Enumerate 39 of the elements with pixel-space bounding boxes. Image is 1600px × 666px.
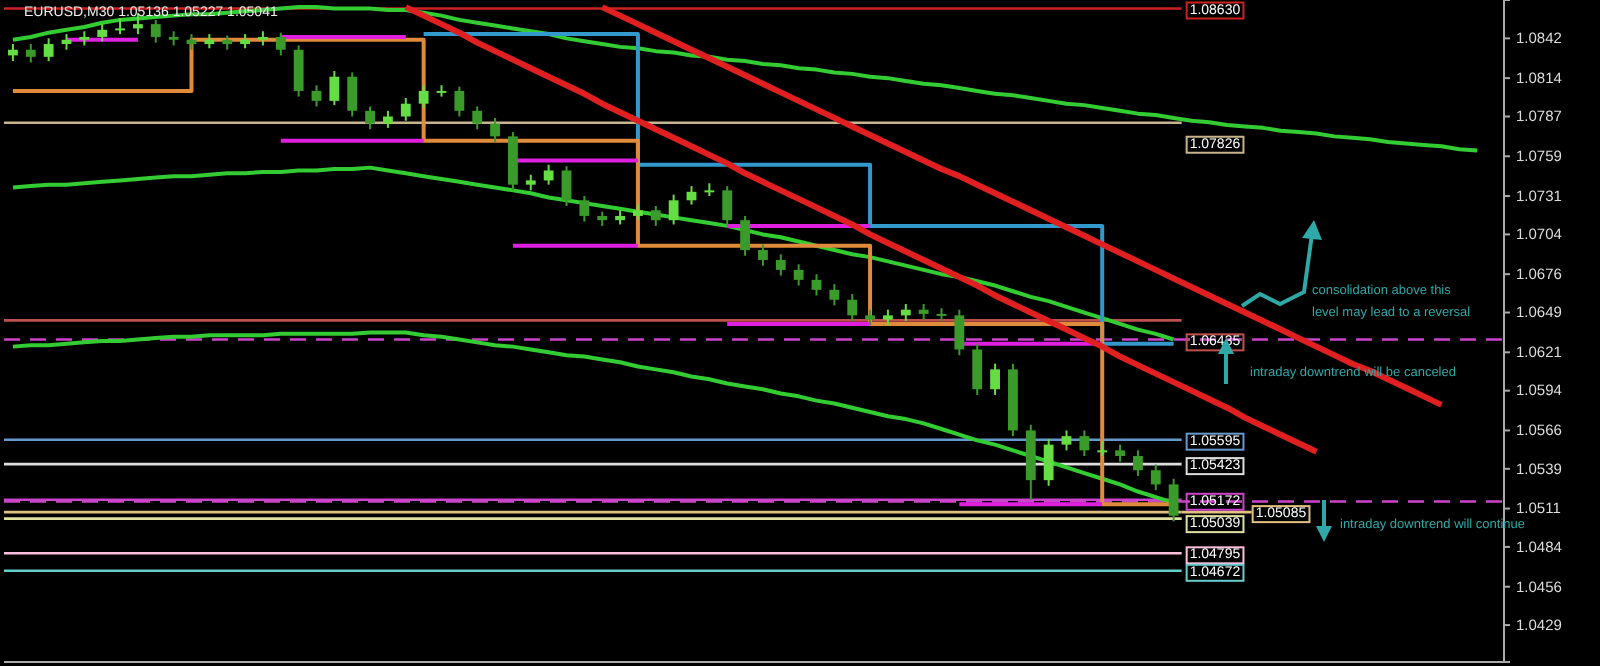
candlestick xyxy=(454,85,465,118)
candlestick xyxy=(740,214,750,257)
candlestick xyxy=(847,293,858,323)
candlestick xyxy=(990,362,1000,396)
candlestick xyxy=(1150,463,1161,492)
candlestick xyxy=(311,84,322,108)
candlestick xyxy=(25,43,36,64)
candlestick xyxy=(275,31,286,57)
candlestick xyxy=(668,193,679,226)
line-series xyxy=(10,165,1176,342)
candlestick xyxy=(1043,437,1054,487)
candlestick xyxy=(472,105,483,131)
candlestick xyxy=(793,263,804,287)
candlestick xyxy=(418,84,429,109)
candlestick xyxy=(347,71,358,118)
candlestick xyxy=(400,97,411,122)
candlestick xyxy=(1133,449,1143,477)
candlestick xyxy=(811,273,822,297)
candlestick xyxy=(829,283,840,307)
candlestick xyxy=(972,342,983,396)
candlestick xyxy=(561,165,572,207)
candlestick xyxy=(1168,477,1179,523)
line-series xyxy=(10,5,1480,153)
candlestick xyxy=(1061,429,1072,452)
candlestick xyxy=(490,116,500,144)
candlestick xyxy=(365,105,375,131)
candlestick xyxy=(329,70,340,107)
candlestick xyxy=(758,243,768,267)
candlestick xyxy=(43,37,54,63)
candlestick xyxy=(650,204,661,227)
candlestick xyxy=(293,44,304,98)
candlestick xyxy=(150,18,161,44)
candlestick xyxy=(115,17,125,36)
candlestick xyxy=(1079,429,1090,458)
candlestick xyxy=(579,195,590,223)
candlestick xyxy=(722,185,733,227)
candlestick xyxy=(775,253,786,277)
candlestick xyxy=(543,163,554,186)
candlestick xyxy=(954,308,965,357)
